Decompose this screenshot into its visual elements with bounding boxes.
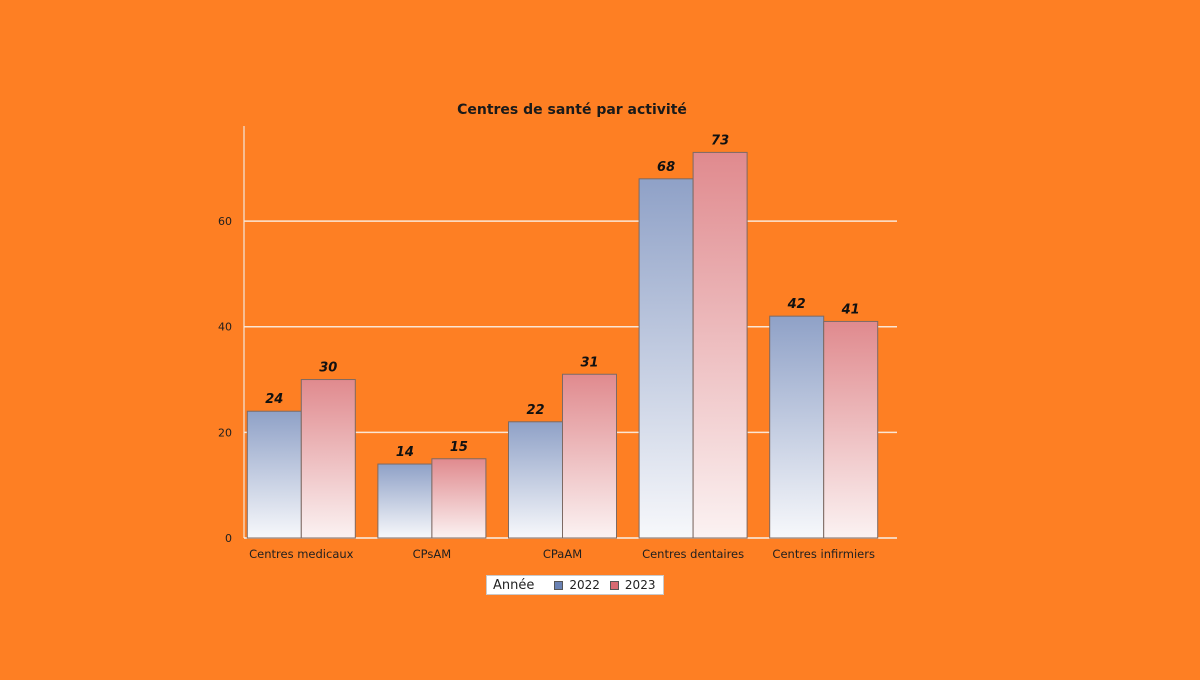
x-tick-label: CPsAM	[413, 547, 452, 561]
data-label: 73	[711, 133, 729, 148]
chart-legend: Année 2022 2023	[486, 575, 665, 595]
bar-2022-0	[246, 410, 302, 539]
bar-2023-0	[300, 379, 356, 539]
y-tick-label: 0	[225, 532, 232, 545]
bar-2023-1	[431, 458, 487, 539]
data-label: 30	[319, 361, 337, 376]
data-label: 68	[657, 160, 675, 175]
legend-title: Année	[493, 577, 535, 593]
x-tick-label: Centres medicaux	[249, 547, 354, 561]
bar-2022-2	[508, 421, 563, 539]
legend-swatch-2022	[554, 580, 564, 590]
bar-2023-3	[692, 151, 748, 539]
data-label: 22	[526, 403, 544, 418]
bar-2022-3	[638, 178, 694, 539]
legend-swatch-2023	[609, 580, 619, 590]
bar-2022-1	[377, 463, 433, 539]
x-tick-label: Centres infirmiers	[772, 547, 875, 561]
y-tick-label: 40	[218, 321, 232, 334]
legend-label-2023: 2023	[624, 578, 656, 592]
bar-2022-4	[769, 315, 825, 539]
data-label: 31	[580, 355, 598, 370]
y-tick-label: 20	[218, 426, 232, 439]
chart-title: Centres de santé par activité	[457, 102, 687, 118]
legend-item-2022: 2022	[554, 578, 600, 592]
y-tick-label: 60	[218, 215, 232, 228]
data-label: 14	[396, 445, 414, 460]
legend-label-2022: 2022	[569, 578, 600, 592]
x-tick-label: CPaAM	[543, 547, 582, 561]
bar-2023-2	[562, 373, 617, 539]
data-label: 15	[450, 440, 468, 455]
bar-2023-4	[823, 320, 879, 539]
x-tick-label: Centres dentaires	[642, 547, 744, 561]
data-label: 41	[841, 302, 860, 317]
legend-item-2023: 2023	[609, 578, 656, 592]
data-label: 24	[265, 392, 283, 407]
data-label: 42	[787, 297, 806, 312]
